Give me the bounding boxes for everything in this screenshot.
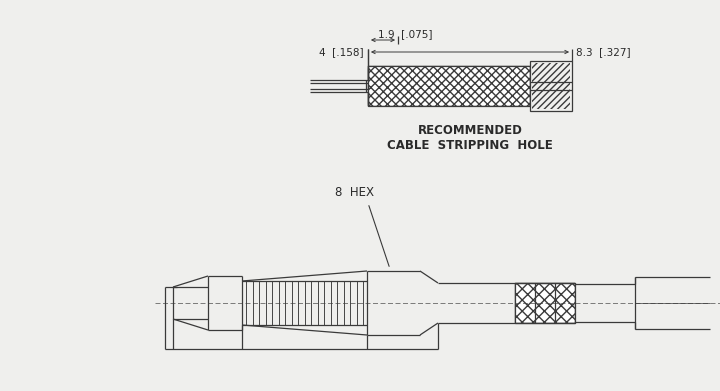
Bar — [515, 283, 575, 323]
Text: 8.3  [.327]: 8.3 [.327] — [576, 47, 631, 57]
Bar — [368, 66, 530, 106]
Bar — [532, 63, 570, 109]
Text: CABLE  STRIPPING  HOLE: CABLE STRIPPING HOLE — [387, 139, 553, 152]
Text: 4  [.158]: 4 [.158] — [320, 47, 364, 57]
Text: 1.9  [.075]: 1.9 [.075] — [378, 29, 432, 39]
Text: 8  HEX: 8 HEX — [335, 187, 374, 199]
Text: RECOMMENDED: RECOMMENDED — [418, 124, 523, 137]
Bar — [530, 61, 572, 111]
Bar — [515, 283, 575, 323]
Bar — [368, 66, 530, 106]
